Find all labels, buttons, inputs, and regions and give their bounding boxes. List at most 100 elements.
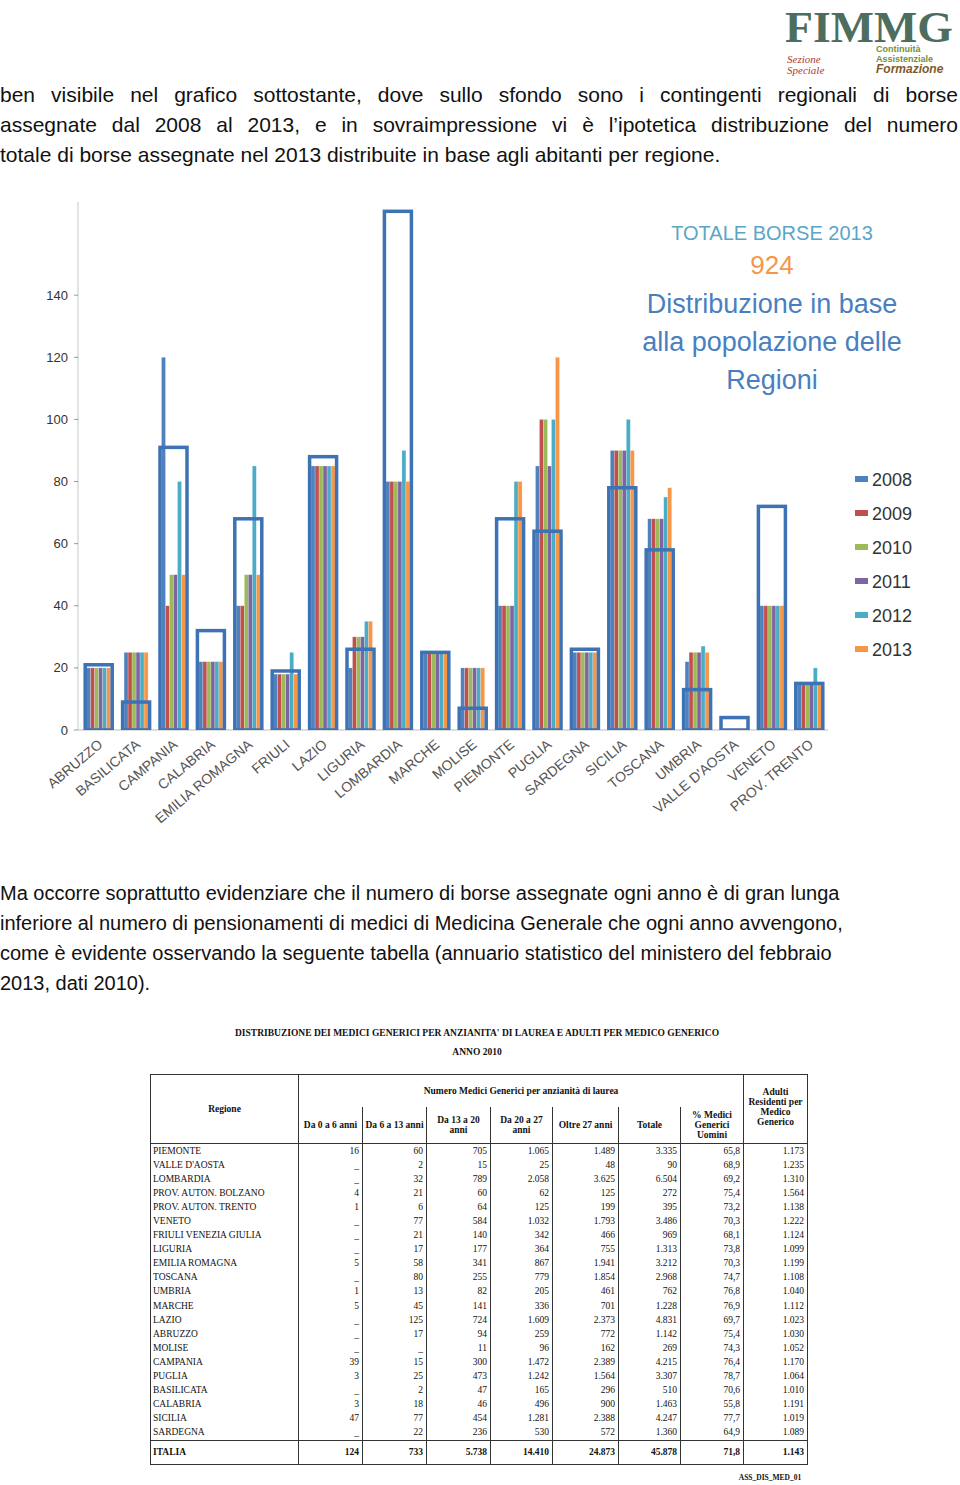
outline-bar — [272, 671, 299, 730]
y-tick — [74, 667, 78, 668]
annotation-total: 924 — [750, 250, 793, 280]
table-cell: 1.032 — [491, 1214, 553, 1228]
table-cell: 1.463 — [619, 1398, 681, 1412]
table-cell: 73,8 — [681, 1243, 744, 1257]
legend-swatch — [855, 646, 868, 652]
bar — [365, 621, 369, 730]
table-cell: PROV. AUTON. BOLZANO — [151, 1186, 299, 1200]
table-cell: 1.138 — [744, 1200, 808, 1214]
table-cell: 1.065 — [491, 1144, 553, 1159]
table-cell: 77,7 — [681, 1412, 744, 1426]
table-row: VALLE D'AOSTA_21525489068,91.235 — [151, 1158, 808, 1172]
table-row: PUGLIA3254731.2421.5643.30778,71.064 — [151, 1370, 808, 1384]
table-cell: 17 — [363, 1327, 427, 1341]
table-cell: 342 — [491, 1229, 553, 1243]
legend-swatch — [855, 612, 868, 618]
table-cell: 5 — [299, 1299, 363, 1313]
bar — [498, 606, 502, 730]
bar — [469, 668, 473, 730]
total-row: ITALIA1247335.73814.41024.87345.87871,81… — [151, 1440, 808, 1464]
y-tick-label: 20 — [54, 660, 68, 675]
bar — [614, 450, 618, 730]
table-cell: 18 — [363, 1398, 427, 1412]
table-body: PIEMONTE16607051.0651.4893.33565,81.173V… — [151, 1144, 808, 1465]
table-cell: 336 — [491, 1299, 553, 1313]
table-cell: _ — [299, 1158, 363, 1172]
bar — [398, 482, 402, 730]
table-cell: 45.878 — [619, 1440, 681, 1464]
paragraph: Ma occorre soprattutto evidenziare che i… — [0, 878, 958, 998]
table-cell: 80 — [363, 1271, 427, 1285]
table-cell: 1.564 — [553, 1370, 619, 1384]
table-cell: _ — [299, 1327, 363, 1341]
bar — [91, 668, 95, 730]
table-cell: 5.738 — [427, 1440, 491, 1464]
bar — [618, 450, 622, 730]
table-cell: 2 — [363, 1158, 427, 1172]
logo-text: Continuità — [876, 44, 921, 54]
bar — [402, 450, 406, 730]
bar — [801, 683, 805, 730]
table-cell: 77 — [363, 1412, 427, 1426]
table-cell: 701 — [553, 1299, 619, 1313]
table-cell: 1.472 — [491, 1355, 553, 1369]
table-cell: 141 — [427, 1299, 491, 1313]
bar — [506, 606, 510, 730]
annotation-title: TOTALE BORSE 2013 — [671, 222, 873, 244]
bar — [286, 674, 290, 730]
table-cell: 6 — [363, 1200, 427, 1214]
bar — [423, 652, 427, 730]
table-cell: VALLE D'AOSTA — [151, 1158, 299, 1172]
table-row: PIEMONTE16607051.0651.4893.33565,81.173 — [151, 1144, 808, 1159]
bar — [481, 668, 485, 730]
table-cell: 461 — [553, 1285, 619, 1299]
y-tick-label: 120 — [46, 350, 68, 365]
bar — [182, 575, 186, 730]
table-cell: 1.191 — [744, 1398, 808, 1412]
bar — [349, 668, 353, 730]
legend-swatch — [855, 510, 868, 516]
x-tick-label: PROV. TRENTO — [727, 736, 816, 815]
text-line: Ma occorre soprattutto evidenziare che i… — [0, 878, 958, 908]
header-cell: Numero Medici Generici per anzianità di … — [299, 1075, 744, 1107]
bar — [593, 652, 597, 730]
table-cell: 48 — [553, 1158, 619, 1172]
text-line: assegnate dal 2008 al 2013, e in sovraim… — [0, 110, 958, 140]
table-cell: BASILICATA — [151, 1384, 299, 1398]
table-cell: 1.489 — [553, 1144, 619, 1159]
table-cell: 3.625 — [553, 1172, 619, 1186]
table-cell: 4.215 — [619, 1355, 681, 1369]
table-cell: 177 — [427, 1243, 491, 1257]
table-cell: 236 — [427, 1426, 491, 1441]
table-row: VENETO_775841.0321.7933.48670,31.222 — [151, 1214, 808, 1228]
outline-bar — [684, 690, 711, 730]
table-cell: 572 — [553, 1426, 619, 1441]
table-row: BASILICATA_24716529651070,61.010 — [151, 1384, 808, 1398]
table-cell: SICILIA — [151, 1412, 299, 1426]
header-cell: Regione — [151, 1075, 299, 1144]
table-cell: 1 — [299, 1285, 363, 1299]
table-row: MOLISE__119616226974,31.052 — [151, 1341, 808, 1355]
table-cell: 530 — [491, 1426, 553, 1441]
table-cell: 6.504 — [619, 1172, 681, 1186]
table-cell: 1.124 — [744, 1229, 808, 1243]
table-cell: 68,9 — [681, 1158, 744, 1172]
table-cell: 1.052 — [744, 1341, 808, 1355]
bar — [502, 606, 506, 730]
bar — [203, 662, 207, 730]
legend-label: 2013 — [872, 640, 912, 660]
table-cell: 779 — [491, 1271, 553, 1285]
table-cell: 900 — [553, 1398, 619, 1412]
table-cell: 21 — [363, 1186, 427, 1200]
logo-title: FIMMG — [785, 3, 953, 52]
table-cell: 74,7 — [681, 1271, 744, 1285]
header-cell: Da 20 a 27 anni — [491, 1107, 553, 1144]
legend-swatch — [855, 544, 868, 550]
bar — [772, 606, 776, 730]
table-cell: 1.099 — [744, 1243, 808, 1257]
header-row: Da 0 a 6 anniDa 6 a 13 anniDa 13 a 20 an… — [151, 1107, 808, 1144]
table-subtitle: ANNO 2010 — [377, 1047, 577, 1057]
table-cell: 75,4 — [681, 1327, 744, 1341]
bar — [427, 652, 431, 730]
bar — [211, 662, 215, 730]
